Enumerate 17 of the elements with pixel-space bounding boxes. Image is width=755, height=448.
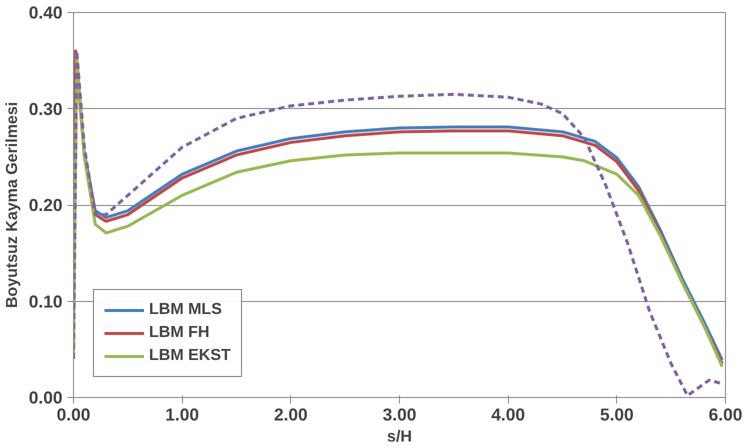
x-tick-label: 4.00 [491,404,526,424]
x-tick-label: 1.00 [165,404,200,424]
legend-label: LBM FH [149,324,210,342]
y-axis-title: Boyutsuz Kayma Gerilmesi [4,102,21,308]
x-tick-label: 2.00 [274,404,308,424]
x-tick-label: 6.00 [708,404,742,424]
y-tick-label: 0.40 [28,2,63,22]
x-axis-title: s/H [387,428,412,446]
legend-label: LBM MLS [149,301,222,319]
x-tick-label: 0.00 [56,404,90,424]
y-tick-label: 0.20 [28,195,63,215]
legend-label: LBM EKST [149,347,231,365]
y-tick-label: 0.30 [28,98,63,119]
x-tick-label: 3.00 [382,404,416,424]
x-tick-label: 5.00 [600,404,634,424]
y-tick-label: 0.00 [28,388,63,408]
y-tick-label: 0.10 [28,291,63,312]
